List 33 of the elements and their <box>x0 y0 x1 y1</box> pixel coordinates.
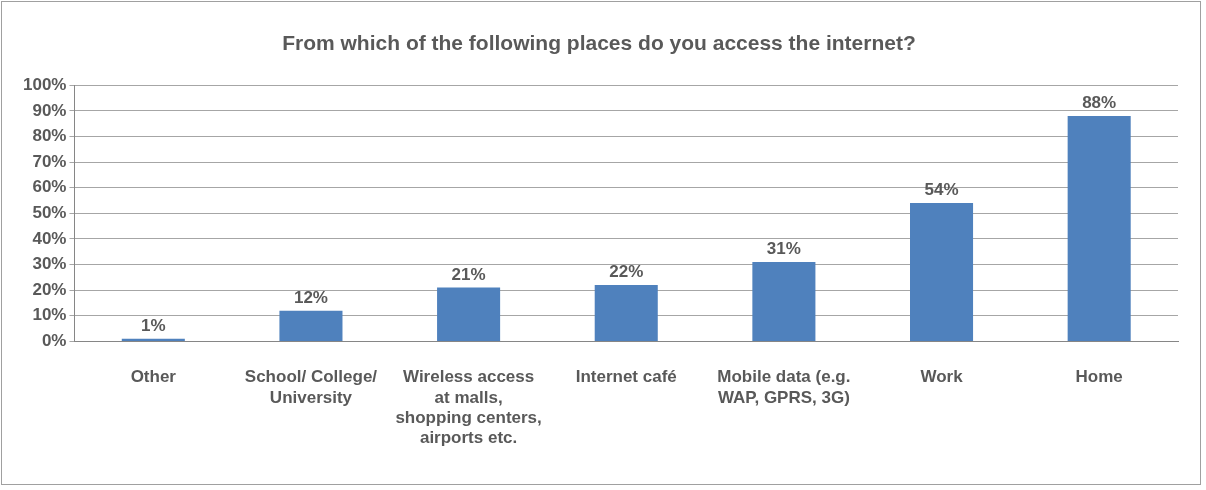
bar <box>910 203 974 341</box>
y-tick-label: 20% <box>32 279 67 299</box>
x-tick-label: Mobile data (e.g. WAP, GPRS, 3G) <box>717 367 851 407</box>
x-tick-label: Work <box>920 367 964 387</box>
data-label: 21% <box>451 264 486 284</box>
y-tick-label: 60% <box>32 177 67 197</box>
data-label: 54% <box>924 180 959 200</box>
y-tick-label: 100% <box>23 74 67 94</box>
bar <box>121 338 185 341</box>
bar <box>437 287 501 341</box>
y-tick-label: 70% <box>32 151 67 171</box>
bar <box>1067 115 1131 341</box>
y-tick-label: 10% <box>32 305 67 325</box>
y-tick-label: 90% <box>32 100 67 120</box>
data-label: 22% <box>609 262 644 282</box>
data-label: 1% <box>141 316 166 336</box>
x-tick-label: Wireless access at malls, shopping centers, airports etc. <box>395 367 542 448</box>
x-tick-label: Home <box>1075 367 1123 387</box>
bar <box>752 261 816 341</box>
y-tick-label: 0% <box>41 331 67 351</box>
bar <box>279 310 343 341</box>
data-label: 12% <box>293 287 328 307</box>
data-label: 88% <box>1082 93 1117 113</box>
y-tick-label: 30% <box>32 254 67 274</box>
y-tick-label: 50% <box>32 202 67 222</box>
x-tick-label: School/ College/ University <box>244 367 378 407</box>
x-tick-label: Other <box>130 367 177 387</box>
x-tick-label: Internet café <box>575 367 677 387</box>
y-tick-label: 40% <box>32 228 67 248</box>
bar <box>594 285 658 341</box>
y-tick-label: 80% <box>32 126 67 146</box>
chart-title: From which of the following places do you access the internet? <box>282 31 916 55</box>
data-label: 31% <box>766 239 801 259</box>
